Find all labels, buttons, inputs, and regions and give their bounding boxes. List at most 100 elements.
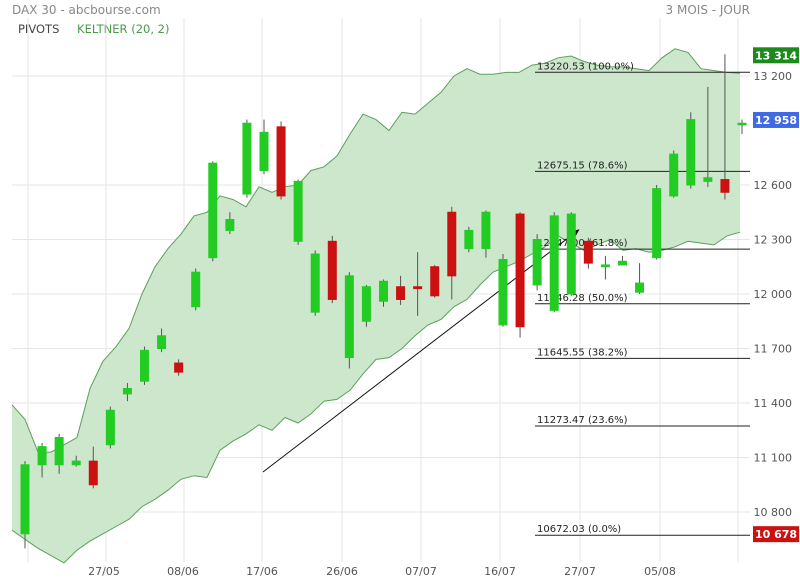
candle	[464, 226, 474, 253]
candle	[652, 185, 662, 260]
candle	[396, 275, 406, 305]
candle-body-up	[225, 219, 235, 231]
candle	[259, 119, 269, 175]
candle	[447, 206, 457, 300]
keltner-upper-line	[11, 48, 741, 453]
candle-body-up	[600, 264, 610, 268]
candle	[566, 212, 576, 296]
candle	[105, 406, 115, 449]
candle	[344, 272, 354, 369]
candle	[720, 54, 730, 200]
candle	[600, 255, 610, 280]
candle-body-up	[361, 286, 371, 322]
candle-body-down	[396, 286, 406, 300]
keltner-band	[12, 48, 740, 563]
legend-keltner[interactable]: KELTNER (20, 2)	[77, 22, 170, 36]
candle	[208, 161, 218, 262]
candle-body-up	[703, 177, 713, 182]
candle	[413, 252, 423, 316]
candle	[515, 212, 525, 338]
candle	[686, 112, 696, 189]
candle	[88, 446, 98, 489]
candle	[157, 328, 167, 353]
candle	[140, 346, 149, 385]
candle-body-down	[515, 213, 525, 328]
price-badge-label: 12 958	[755, 114, 797, 127]
candle	[669, 150, 679, 198]
candle-body-up	[71, 460, 81, 466]
candle-body-up	[191, 271, 201, 308]
fib-value-label: 10672.03	[537, 524, 585, 535]
candle-body-up	[208, 162, 218, 259]
fib-pct-label: (78.6%)	[588, 160, 628, 171]
y-tick-label: 10 800	[754, 506, 793, 519]
x-tick-label: 27/07	[564, 565, 596, 578]
candle-body-up	[122, 387, 132, 395]
candle	[310, 250, 320, 316]
candle	[242, 119, 252, 198]
x-tick-label: 17/06	[246, 565, 278, 578]
candle-body-up	[157, 335, 167, 349]
x-tick-label: 07/07	[405, 565, 437, 578]
fib-pct-label: (61.8%)	[588, 238, 628, 249]
candle	[54, 433, 64, 474]
candle	[635, 263, 645, 294]
y-tick-label: 11 700	[754, 343, 793, 356]
fib-value-label: 13220.53	[537, 61, 585, 72]
candle-body-up	[105, 409, 115, 446]
candle-body-up	[310, 253, 320, 313]
chart-period[interactable]: 3 MOIS - JOUR	[665, 3, 750, 17]
keltner-lower-line	[11, 231, 741, 564]
candle-body-up	[259, 131, 269, 171]
candle-body-up	[652, 188, 662, 259]
candle-body-down	[430, 266, 440, 297]
candle-body-up	[20, 464, 30, 535]
candle-body-down	[720, 179, 730, 193]
candle-body-up	[566, 213, 576, 295]
price-badge-last	[753, 111, 799, 128]
candle	[737, 119, 747, 135]
candle	[481, 210, 491, 258]
candle-body-down	[327, 240, 337, 300]
price-badge-label: 10 678	[755, 528, 797, 541]
candles	[20, 54, 747, 549]
fib-pct-label: (0.0%)	[588, 524, 621, 535]
candle-body-up	[737, 122, 747, 126]
candle	[379, 279, 388, 307]
candle	[276, 121, 286, 200]
chart-title: DAX 30 - abcbourse.com	[12, 3, 161, 17]
candle-body-up	[37, 446, 47, 466]
candle-body-up	[669, 153, 679, 197]
candle	[174, 359, 184, 376]
fib-value-label: 11645.55	[537, 347, 585, 358]
y-axis: 10 800 11 100 11 400 11 700 12 000 12 300 12 6…	[754, 70, 793, 519]
fib-value-label: 11946.28	[537, 293, 585, 304]
candle-body-up	[54, 437, 64, 466]
candle	[122, 383, 132, 402]
y-tick-label: 11 400	[754, 397, 793, 410]
candle	[532, 234, 542, 291]
x-tick-label: 26/06	[326, 565, 358, 578]
candle	[71, 455, 81, 467]
candle	[20, 461, 30, 549]
candle	[703, 86, 713, 187]
candle-body-up	[242, 122, 252, 195]
candle-body-up	[532, 239, 542, 286]
candle-body-down	[447, 211, 457, 277]
price-badge-label: 13 314	[755, 49, 797, 62]
candle	[225, 212, 235, 235]
candle	[191, 268, 201, 311]
candle-body-up	[140, 349, 149, 382]
candle-body-down	[174, 362, 184, 373]
candle-body-up	[481, 211, 491, 250]
candle-body-up	[464, 229, 474, 250]
fib-pct-label: (23.6%)	[588, 415, 628, 426]
candle-body-up	[498, 258, 508, 326]
candle	[498, 254, 508, 327]
fib-value-label: 11273.47	[537, 415, 585, 426]
fib-pct-label: (50.0%)	[588, 293, 628, 304]
candle-body-down	[276, 126, 286, 197]
candle	[430, 264, 440, 298]
candle-body-up	[618, 260, 627, 266]
